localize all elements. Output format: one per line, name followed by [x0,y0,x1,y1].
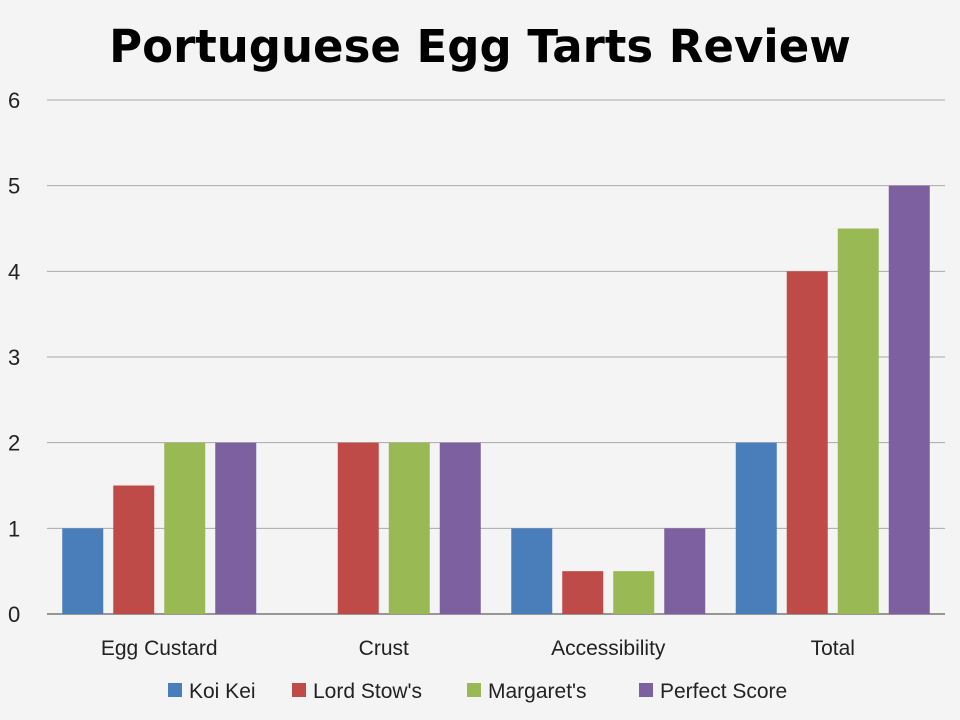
legend-swatch [168,683,182,697]
y-tick-label: 1 [8,516,20,541]
legend-label: Koi Kei [189,680,256,703]
bar-perfect-score-2 [664,528,706,614]
bar-lord-stow-s-0 [113,485,155,614]
bars [62,185,930,614]
y-tick-label: 4 [8,259,20,284]
bar-koi-kei-2 [511,528,553,614]
bar-koi-kei-3 [735,442,777,614]
x-axis-labels: Egg Custard Crust Accessibility Total [101,637,855,660]
bar-perfect-score-1 [439,442,481,614]
x-category-label: Total [811,637,855,660]
bar-lord-stow-s-2 [562,571,604,614]
legend-swatch [292,683,306,697]
bar-lord-stow-s-1 [337,442,379,614]
bar-margaret-s-0 [164,442,206,614]
bar-koi-kei-0 [62,528,104,614]
x-category-label: Crust [359,637,409,660]
y-tick-label: 2 [8,431,20,456]
bar-perfect-score-0 [215,442,257,614]
legend-swatch [639,683,653,697]
y-tick-label: 5 [8,174,20,199]
bar-margaret-s-3 [837,228,879,614]
bar-perfect-score-3 [888,185,930,614]
legend-label: Lord Stow's [313,680,422,703]
bar-lord-stow-s-3 [786,271,828,614]
legend-label: Perfect Score [660,680,787,703]
y-tick-label: 6 [8,88,20,113]
chart-title: Portuguese Egg Tarts Review [109,20,851,73]
y-tick-label: 0 [8,602,20,627]
y-tick-label: 3 [8,345,20,370]
legend-swatch [467,683,481,697]
x-category-label: Accessibility [551,637,666,660]
legend-label: Margaret's [488,680,587,703]
y-axis-labels: 0 1 2 3 4 5 6 [8,88,20,627]
bar-margaret-s-1 [388,442,430,614]
x-category-label: Egg Custard [101,637,218,660]
legend: Koi Kei Lord Stow's Margaret's Perfect Scor… [168,680,787,703]
bar-margaret-s-2 [613,571,655,614]
